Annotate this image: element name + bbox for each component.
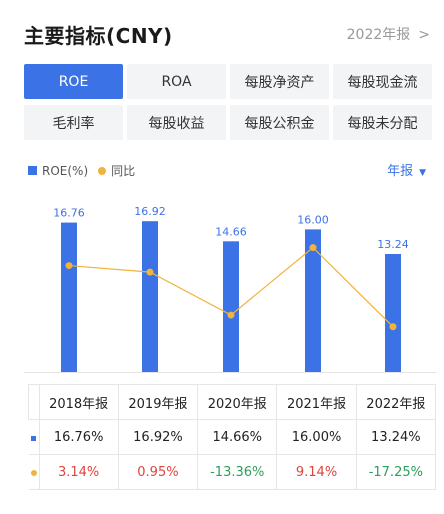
yoy-point[interactable] bbox=[309, 244, 317, 252]
caret-down-icon: ▼ bbox=[419, 168, 426, 178]
bar-data-label: 16.92 bbox=[134, 205, 166, 218]
roe-bar[interactable] bbox=[305, 229, 321, 372]
roe-bar[interactable] bbox=[142, 221, 158, 372]
tab-row-1: ROE ROA 每股净资产 每股现金流 bbox=[24, 64, 436, 99]
table-header-cell: 2020年报 bbox=[197, 384, 278, 420]
period-select[interactable]: 年报 ▼ bbox=[387, 160, 426, 179]
table-cell: 13.24% bbox=[355, 419, 437, 455]
bar-data-label: 16.00 bbox=[297, 213, 329, 226]
chart-legend: ROE(%) 同比 bbox=[28, 162, 135, 179]
yoy-point[interactable] bbox=[65, 262, 73, 270]
roe-legend-label: ROE(%) bbox=[42, 163, 89, 178]
tab-roa[interactable]: ROA bbox=[127, 64, 226, 99]
yoy-legend-label: 同比 bbox=[111, 164, 136, 178]
tab-eps[interactable]: 每股收益 bbox=[127, 105, 226, 140]
tab-reserve-per-share[interactable]: 每股公积金 bbox=[230, 105, 329, 140]
tab-net-assets-per-share[interactable]: 每股净资产 bbox=[230, 64, 329, 99]
roe-bar[interactable] bbox=[385, 253, 401, 372]
yoy-point[interactable] bbox=[227, 311, 235, 319]
table-cell: 3.14% bbox=[38, 454, 119, 490]
yoy-row-marker bbox=[28, 454, 40, 490]
indicator-tabs: ROE ROA 每股净资产 每股现金流 毛利率 每股收益 每股公积金 每股未分配 bbox=[24, 64, 436, 146]
report-period-link[interactable]: 2022年报 > bbox=[347, 24, 430, 44]
roe-bar[interactable] bbox=[223, 241, 239, 372]
table-cell: 16.00% bbox=[276, 419, 357, 455]
roe-legend-marker bbox=[28, 166, 37, 175]
table-cell: 16.76% bbox=[38, 419, 119, 455]
chevron-right-icon: > bbox=[418, 27, 430, 43]
table-cell: -17.25% bbox=[355, 454, 437, 490]
table-cell: 0.95% bbox=[117, 454, 199, 490]
bar-data-label: 16.76 bbox=[53, 207, 85, 220]
data-table: 2018年报 2019年报 2020年报 2021年报 2022年报 16.76… bbox=[28, 384, 437, 490]
table-cell: -13.36% bbox=[197, 454, 278, 490]
roe-row-marker bbox=[28, 419, 40, 455]
table-header-cell: 2021年报 bbox=[276, 384, 357, 420]
roe-chart: 16.76 16.92 14.66 16.00 13.24 bbox=[24, 205, 436, 373]
table-cell: 9.14% bbox=[276, 454, 357, 490]
yoy-point[interactable] bbox=[146, 268, 154, 276]
table-cell: 14.66% bbox=[197, 419, 278, 455]
period-select-value: 年报 bbox=[387, 164, 414, 179]
table-header-cell: 2018年报 bbox=[38, 384, 119, 420]
yoy-legend-marker bbox=[98, 166, 107, 175]
roe-bar[interactable] bbox=[61, 222, 77, 372]
blue-square-icon bbox=[31, 435, 36, 441]
table-header-cell: 2022年报 bbox=[355, 384, 437, 420]
table-header-cell: 2019年报 bbox=[117, 384, 199, 420]
bar-data-label: 14.66 bbox=[215, 225, 247, 238]
tab-undistributed-per-share[interactable]: 每股未分配 bbox=[333, 105, 432, 140]
table-corner-cell bbox=[28, 384, 40, 420]
tab-roe[interactable]: ROE bbox=[24, 64, 123, 99]
header: 主要指标(CNY) 2022年报 > bbox=[24, 18, 434, 50]
table-row-roe: 16.76% 16.92% 14.66% 16.00% 13.24% bbox=[28, 419, 437, 455]
table-cell: 16.92% bbox=[117, 419, 199, 455]
tab-gross-margin[interactable]: 毛利率 bbox=[24, 105, 123, 140]
tab-cash-flow-per-share[interactable]: 每股现金流 bbox=[333, 64, 432, 99]
orange-dot-icon bbox=[30, 469, 37, 476]
bar-data-label: 13.24 bbox=[377, 238, 409, 251]
page-title: 主要指标(CNY) bbox=[24, 24, 173, 48]
tab-row-2: 毛利率 每股收益 每股公积金 每股未分配 bbox=[24, 105, 436, 140]
yoy-point[interactable] bbox=[389, 323, 397, 331]
table-row-yoy: 3.14% 0.95% -13.36% 9.14% -17.25% bbox=[28, 454, 437, 490]
report-period-label: 2022年报 bbox=[346, 27, 411, 43]
table-header-row: 2018年报 2019年报 2020年报 2021年报 2022年报 bbox=[28, 384, 437, 420]
